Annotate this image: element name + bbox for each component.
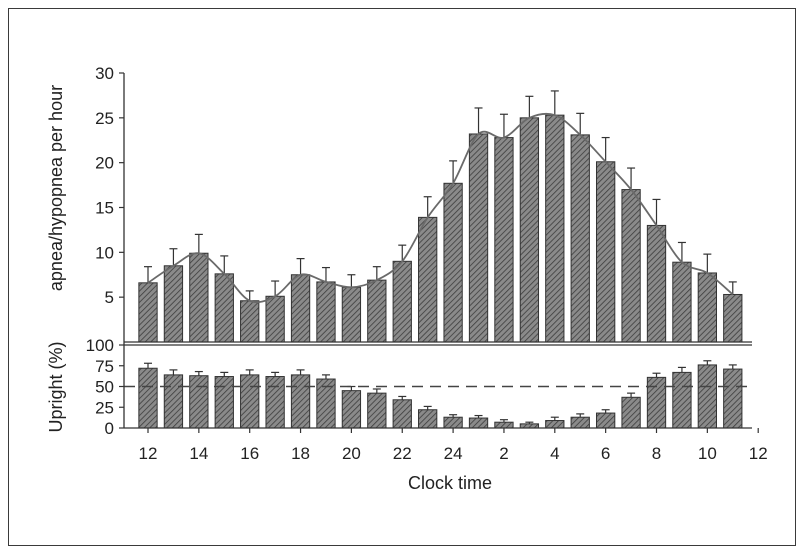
- top-y-tick-label: 25: [95, 109, 114, 128]
- bottom-bar: [545, 420, 565, 429]
- x-tick-label: 12: [749, 444, 768, 463]
- top-bar: [545, 114, 565, 343]
- bottom-bar: [723, 368, 743, 429]
- top-bar: [240, 300, 260, 343]
- bottom-bar: [341, 390, 362, 429]
- x-tick-label: 8: [652, 444, 661, 463]
- bottom-bar: [189, 375, 209, 429]
- x-tick-label: 14: [189, 444, 208, 463]
- bottom-bar: [367, 392, 387, 429]
- bottom-bar: [163, 374, 184, 429]
- top-bar: [418, 216, 438, 343]
- top-y-tick-label: 15: [95, 199, 114, 218]
- bottom-bar: [138, 367, 158, 429]
- x-tick-label: 24: [444, 444, 463, 463]
- bottom-y-tick-label: 25: [95, 398, 114, 417]
- bottom-bar: [290, 374, 311, 429]
- bottom-y-tick-label: 75: [95, 357, 114, 376]
- top-panel: [138, 90, 743, 343]
- bottom-bar: [621, 396, 641, 429]
- bottom-bar: [418, 409, 438, 429]
- bottom-panel: [124, 360, 752, 429]
- top-y-tick-label: 20: [95, 154, 114, 173]
- top-bar: [214, 273, 234, 343]
- bottom-bar: [265, 376, 285, 429]
- top-bar: [367, 279, 387, 343]
- top-y-tick-label: 10: [95, 243, 114, 262]
- bottom-y-tick-label: 0: [105, 419, 114, 438]
- top-bar: [595, 161, 616, 343]
- top-bar: [443, 182, 463, 343]
- x-axis-label: Clock time: [408, 473, 492, 493]
- x-tick-label: 16: [240, 444, 259, 463]
- top-bar: [392, 260, 412, 343]
- top-bar: [519, 117, 540, 343]
- x-tick-label: 4: [550, 444, 559, 463]
- top-trend-line: [147, 112, 734, 304]
- bottom-bar: [570, 416, 590, 429]
- top-bar: [646, 224, 667, 343]
- x-tick-label: 18: [291, 444, 310, 463]
- bottom-y-tick-label: 100: [86, 336, 114, 355]
- x-tick-label: 10: [698, 444, 717, 463]
- bottom-bar: [214, 376, 234, 429]
- bottom-bar: [595, 412, 616, 429]
- top-y-axis-label: apnea/hypopnea per hour: [46, 85, 66, 291]
- bottom-bar: [672, 371, 692, 429]
- top-y-tick-label: 30: [95, 64, 114, 83]
- top-bar: [189, 252, 209, 343]
- top-bar: [468, 133, 489, 343]
- x-tick-label: 6: [601, 444, 610, 463]
- top-bar: [290, 274, 311, 343]
- bottom-bar: [494, 421, 514, 429]
- bottom-bar: [240, 374, 260, 429]
- top-y-tick-label: 5: [105, 288, 114, 307]
- x-tick-label: 22: [393, 444, 412, 463]
- x-tick-label: 2: [499, 444, 508, 463]
- bottom-bar: [392, 399, 412, 429]
- bottom-bar: [697, 364, 718, 429]
- bottom-bar: [468, 417, 489, 429]
- top-bar: [138, 282, 158, 343]
- top-bar: [316, 281, 336, 343]
- top-bar: [265, 295, 285, 343]
- top-bar: [570, 134, 590, 343]
- x-tick-label: 20: [342, 444, 361, 463]
- top-bar: [672, 261, 692, 343]
- bottom-y-tick-label: 50: [95, 378, 114, 397]
- top-bar: [341, 286, 362, 343]
- bottom-bar: [443, 416, 463, 429]
- bottom-bar: [646, 376, 667, 429]
- top-bar: [621, 189, 641, 343]
- bottom-y-axis-label: Upright (%): [46, 341, 66, 432]
- top-bar: [723, 293, 743, 343]
- x-tick-label: 12: [139, 444, 158, 463]
- top-bar: [494, 137, 514, 343]
- top-bar: [697, 272, 718, 343]
- top-bar: [163, 265, 184, 343]
